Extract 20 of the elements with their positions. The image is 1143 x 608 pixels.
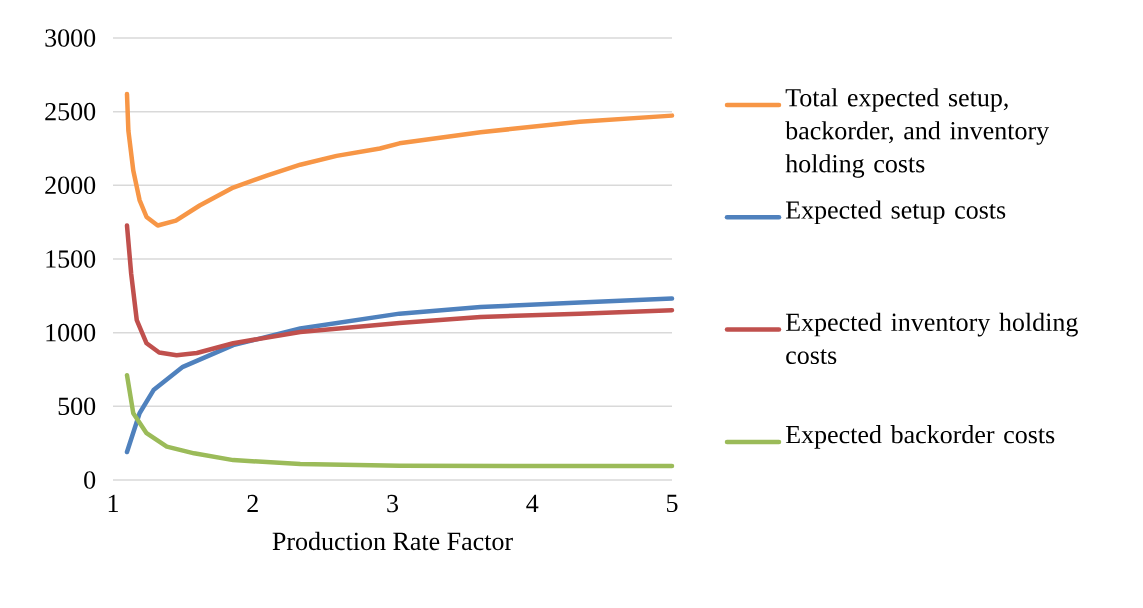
legend-label: Expected backorder costs xyxy=(785,425,1055,449)
y-tick-label: 1500 xyxy=(46,250,96,268)
x-tick-label: 1 xyxy=(108,494,118,513)
line-series xyxy=(124,223,675,358)
y-tick-label: 1000 xyxy=(46,323,96,342)
y-tick-label: 0 xyxy=(84,471,96,489)
x-tick-label: 5 xyxy=(667,494,678,513)
x-axis-title: Production Rate Factor xyxy=(272,531,513,551)
y-tick-label: 3000 xyxy=(45,29,96,47)
y-tick-label: 500 xyxy=(58,397,96,416)
x-tick-label: 3 xyxy=(387,494,398,513)
legend-label: Total expected setup, backorder, and inventory holding costs xyxy=(785,88,1050,178)
x-tick-label: 4 xyxy=(526,494,539,512)
y-tick-label: 2000 xyxy=(45,176,96,195)
line-series xyxy=(124,372,675,469)
line-series xyxy=(124,91,675,228)
legend-label: Expected inventory holding costs xyxy=(785,312,1078,365)
legend-label: Expected setup costs xyxy=(785,200,1006,225)
x-tick-label: 2 xyxy=(247,494,258,513)
y-tick-label: 2500 xyxy=(45,102,96,121)
